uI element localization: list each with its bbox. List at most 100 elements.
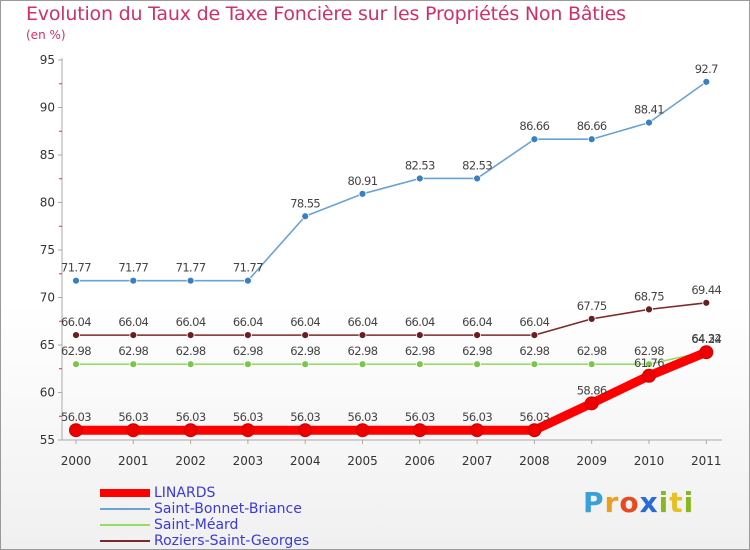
data-point-linards <box>126 423 141 438</box>
data-point-linards <box>584 396 599 411</box>
x-tick-label: 2002 <box>175 454 206 468</box>
data-label-linards: 56.03 <box>348 410 378 424</box>
x-tick-label: 2006 <box>405 454 436 468</box>
data-label-roziers-saint-georges: 66.04 <box>348 315 378 329</box>
data-label-saint-meard: 62.98 <box>634 344 664 358</box>
legend-label: Saint-Bonnet-Briance <box>154 501 302 517</box>
data-point-linards <box>642 368 656 383</box>
data-label-saint-meard: 64.32 <box>691 331 721 345</box>
chart-subtitle: (en %) <box>26 28 66 42</box>
data-point-saint-meard <box>243 360 252 369</box>
x-tick-label: 2010 <box>634 454 665 468</box>
data-point-saint-meard <box>645 360 653 369</box>
x-tick-label: 2003 <box>233 454 264 468</box>
y-tick-label: 95 <box>40 53 55 67</box>
data-point-roziers-saint-georges <box>530 331 539 340</box>
logo-letter: r <box>604 486 620 519</box>
data-label-saint-bonnet-briance: 71.77 <box>61 261 91 275</box>
y-tick-label: 75 <box>40 243 55 257</box>
data-point-linards <box>298 423 313 438</box>
data-point-roziers-saint-georges <box>243 331 252 340</box>
data-label-saint-bonnet-briance: 86.66 <box>577 119 607 133</box>
legend-label: LINARDS <box>154 485 216 501</box>
legend-swatch <box>100 524 150 526</box>
logo-letter: i <box>683 486 695 519</box>
data-point-roziers-saint-georges <box>645 305 653 314</box>
data-label-saint-bonnet-briance: 82.53 <box>462 158 492 172</box>
data-label-roziers-saint-georges: 66.04 <box>118 315 148 329</box>
logo-letter: x <box>639 486 659 519</box>
data-point-roziers-saint-georges <box>587 314 596 323</box>
data-label-saint-meard: 62.98 <box>405 344 435 358</box>
data-label-linards: 64.24 <box>691 332 721 346</box>
data-label-saint-bonnet-briance: 71.77 <box>233 261 263 275</box>
data-point-roziers-saint-georges <box>301 331 310 340</box>
data-label-linards: 56.03 <box>233 410 263 424</box>
data-point-saint-bonnet-briance <box>415 174 424 183</box>
data-point-roziers-saint-georges <box>72 331 80 340</box>
y-tick-label: 90 <box>40 101 55 115</box>
data-point-saint-meard <box>186 360 195 369</box>
data-label-linards: 56.03 <box>176 410 206 424</box>
y-tick-label: 85 <box>40 148 55 162</box>
data-label-saint-bonnet-briance: 92.7 <box>695 62 718 76</box>
data-point-saint-bonnet-briance <box>702 77 711 86</box>
data-point-saint-bonnet-briance <box>72 276 80 285</box>
data-label-roziers-saint-georges: 69.44 <box>691 283 721 297</box>
data-label-roziers-saint-georges: 66.04 <box>405 315 435 329</box>
data-label-linards: 56.03 <box>118 410 148 424</box>
logo-letter: P <box>583 486 605 519</box>
y-tick-label: 55 <box>40 433 55 447</box>
data-point-saint-meard <box>473 360 482 369</box>
data-point-saint-meard <box>358 360 367 369</box>
data-label-saint-meard: 62.98 <box>61 344 91 358</box>
data-label-linards: 58.86 <box>577 383 607 397</box>
data-label-saint-meard: 62.98 <box>176 344 206 358</box>
data-point-linards <box>470 423 485 438</box>
x-tick-label: 2004 <box>290 454 321 468</box>
data-label-linards: 56.03 <box>462 410 492 424</box>
data-point-saint-bonnet-briance <box>186 276 195 285</box>
series-line-saint-meard <box>75 350 708 365</box>
data-point-linards <box>355 423 370 438</box>
data-point-saint-meard <box>72 360 80 369</box>
data-point-roziers-saint-georges <box>186 331 195 340</box>
data-label-saint-meard: 62.98 <box>519 344 549 358</box>
legend-swatch <box>100 508 150 510</box>
data-point-saint-bonnet-briance <box>243 276 252 285</box>
y-tick-label: 70 <box>40 291 55 305</box>
y-tick-label: 80 <box>40 196 55 210</box>
series-line-roziers-saint-georges <box>75 302 708 336</box>
data-label-roziers-saint-georges: 66.04 <box>462 315 492 329</box>
data-label-saint-bonnet-briance: 82.53 <box>405 158 435 172</box>
data-point-roziers-saint-georges <box>473 331 482 340</box>
x-tick-label: 2005 <box>347 454 378 468</box>
data-point-linards <box>699 345 714 360</box>
proxiti-logo: Proxiti <box>583 486 694 519</box>
data-point-saint-meard <box>587 360 596 369</box>
data-point-saint-meard <box>415 360 424 369</box>
data-point-linards <box>69 423 83 438</box>
data-point-roziers-saint-georges <box>415 331 424 340</box>
data-label-roziers-saint-georges: 66.04 <box>290 315 320 329</box>
data-point-saint-bonnet-briance <box>129 276 138 285</box>
y-tick-label: 60 <box>40 386 55 400</box>
data-point-linards <box>183 423 198 438</box>
data-point-saint-meard <box>301 360 310 369</box>
data-point-saint-bonnet-briance <box>587 135 596 144</box>
data-label-saint-meard: 62.98 <box>290 344 320 358</box>
data-label-saint-meard: 62.98 <box>577 344 607 358</box>
x-tick-label: 2007 <box>462 454 493 468</box>
x-tick-label: 2000 <box>61 454 92 468</box>
data-point-saint-meard <box>129 360 138 369</box>
x-tick-label: 2001 <box>118 454 149 468</box>
data-point-linards <box>527 423 542 438</box>
x-tick-label: 2008 <box>519 454 550 468</box>
data-label-saint-bonnet-briance: 78.55 <box>290 196 320 210</box>
series-line-saint-bonnet-briance <box>75 81 708 282</box>
data-label-roziers-saint-georges: 66.04 <box>176 315 206 329</box>
data-point-linards <box>240 423 255 438</box>
data-label-linards: 56.03 <box>519 410 549 424</box>
data-point-roziers-saint-georges <box>129 331 138 340</box>
